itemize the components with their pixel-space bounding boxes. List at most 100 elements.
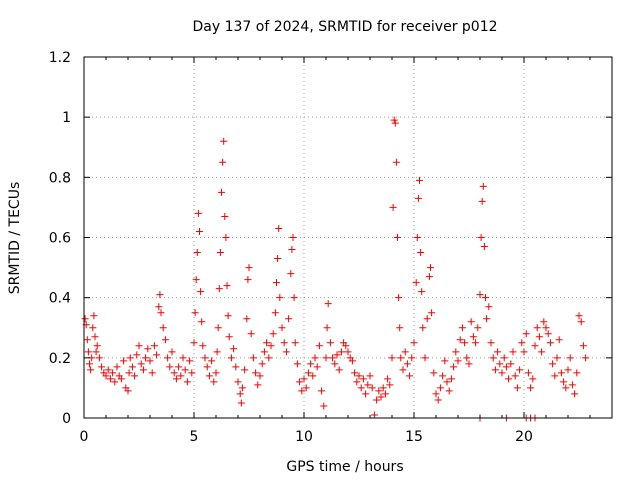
data-point <box>527 384 535 392</box>
data-point <box>353 378 361 386</box>
data-point <box>81 315 89 323</box>
x-tick-label: 20 <box>515 429 533 445</box>
data-point <box>476 291 484 299</box>
data-point <box>92 348 100 356</box>
data-point <box>524 369 532 377</box>
data-point <box>181 366 189 374</box>
data-point <box>326 339 334 347</box>
data-point <box>302 384 310 392</box>
data-point <box>290 294 298 302</box>
data-point <box>487 339 495 347</box>
data-points <box>81 116 590 422</box>
data-point <box>379 384 387 392</box>
data-point <box>368 384 376 392</box>
x-tick-label: 5 <box>190 429 199 445</box>
data-point <box>238 384 246 392</box>
data-point <box>236 390 244 398</box>
data-point <box>241 366 249 374</box>
data-point <box>274 255 282 263</box>
data-point <box>573 369 581 377</box>
data-point <box>436 384 444 392</box>
data-point <box>210 378 218 386</box>
data-point <box>113 363 121 371</box>
data-point <box>366 372 374 380</box>
data-point <box>391 119 399 127</box>
data-point <box>562 384 570 392</box>
data-point <box>582 354 590 362</box>
data-point <box>509 348 517 356</box>
data-point <box>224 312 232 320</box>
data-point <box>348 357 356 365</box>
data-point <box>298 387 306 395</box>
data-point <box>577 318 585 326</box>
data-point <box>254 381 262 389</box>
data-point <box>478 197 486 205</box>
data-point <box>219 158 227 166</box>
data-point <box>287 270 295 278</box>
data-point <box>271 309 279 317</box>
data-point <box>396 324 404 332</box>
data-point <box>109 369 117 377</box>
data-point <box>263 339 271 347</box>
data-point <box>373 396 381 404</box>
data-point <box>126 354 134 362</box>
data-point <box>423 315 431 323</box>
data-point <box>516 366 524 374</box>
x-tick-label: 0 <box>80 429 89 445</box>
data-point <box>531 342 539 350</box>
data-point <box>483 315 491 323</box>
data-point <box>208 357 216 365</box>
data-point <box>520 348 528 356</box>
data-point <box>199 342 207 350</box>
data-point <box>135 342 143 350</box>
x-axis-label: GPS time / hours <box>286 459 403 475</box>
data-point <box>244 276 252 284</box>
data-point <box>260 348 268 356</box>
data-point <box>93 342 101 350</box>
data-point <box>95 354 103 362</box>
data-point <box>502 363 510 371</box>
data-point <box>252 369 260 377</box>
data-point <box>159 324 167 332</box>
data-point <box>223 282 231 290</box>
data-point <box>386 381 394 389</box>
data-point <box>381 390 389 398</box>
data-point <box>256 372 264 380</box>
data-point <box>243 315 251 323</box>
data-point <box>335 366 343 374</box>
data-point <box>197 288 205 296</box>
data-point <box>375 387 383 395</box>
data-point <box>293 360 301 368</box>
data-point <box>450 363 458 371</box>
data-point <box>511 372 519 380</box>
data-point <box>388 354 396 362</box>
data-point <box>480 243 488 251</box>
data-point <box>215 285 223 293</box>
data-point <box>560 378 568 386</box>
data-point <box>216 249 224 257</box>
data-point <box>166 363 174 371</box>
data-point <box>579 342 587 350</box>
data-point <box>370 411 378 419</box>
data-point <box>513 384 521 392</box>
data-point <box>430 369 438 377</box>
data-point <box>237 399 245 407</box>
x-tick-label: 10 <box>295 429 313 445</box>
data-point <box>142 354 150 362</box>
data-point <box>498 369 506 377</box>
data-point <box>249 354 257 362</box>
data-point <box>454 357 462 365</box>
data-point <box>220 137 228 145</box>
data-point <box>566 354 574 362</box>
data-point <box>479 182 487 190</box>
data-point <box>144 345 152 353</box>
data-point <box>500 354 508 362</box>
data-point <box>443 378 451 386</box>
y-tick-label: 0.8 <box>49 170 71 186</box>
data-point <box>304 369 312 377</box>
data-point <box>315 342 323 350</box>
data-point <box>258 360 266 368</box>
data-point <box>494 348 502 356</box>
data-point <box>542 324 550 332</box>
data-point <box>518 339 526 347</box>
